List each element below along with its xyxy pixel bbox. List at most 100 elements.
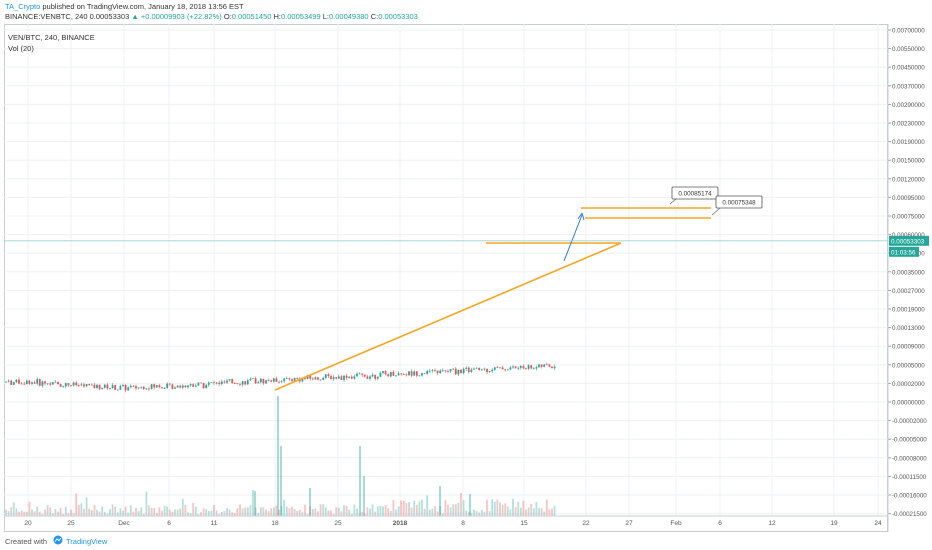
y-tick-label: -0.00021500	[892, 511, 927, 518]
open-value: 0.00051450	[231, 12, 272, 21]
volume-bar	[439, 505, 442, 516]
volume-bar	[142, 513, 145, 516]
price-axis[interactable]: 0.00700000 0.00550000 0.00450000 0.00370000…	[887, 24, 927, 532]
candle	[197, 382, 200, 386]
volume-bar	[77, 504, 80, 516]
candle	[358, 372, 361, 375]
candle	[335, 376, 338, 380]
volume-bar	[428, 509, 431, 516]
candle	[148, 386, 150, 392]
target-callout[interactable]: 0.00075348	[711, 195, 763, 216]
candle	[111, 383, 114, 389]
candle	[168, 383, 171, 386]
volume-bar	[150, 507, 153, 516]
volume-bar	[353, 504, 356, 516]
ascending-trendline[interactable]	[274, 242, 622, 391]
current-price-tag: 0.00053303	[889, 235, 929, 246]
candle	[423, 372, 426, 375]
candle	[192, 383, 195, 388]
candle	[501, 365, 504, 370]
candle	[280, 380, 283, 384]
volume-bar	[129, 505, 132, 516]
x-tick-label: 6	[167, 520, 171, 527]
candle	[470, 367, 473, 373]
volume-bar	[538, 508, 540, 516]
volume-bar	[28, 501, 31, 516]
candle	[194, 383, 197, 388]
volume-bar	[478, 512, 481, 516]
candle	[532, 366, 535, 370]
volume-bar	[376, 506, 379, 516]
candle	[317, 376, 319, 381]
candle	[10, 379, 13, 386]
volume-bar	[288, 508, 291, 516]
volume-bar	[400, 500, 403, 516]
candle	[88, 383, 91, 386]
chart-grid	[4, 24, 888, 516]
close-label: C:	[370, 12, 379, 21]
candle	[343, 374, 345, 382]
y-tick-label: 0.00190000	[892, 139, 925, 146]
volume-bar	[275, 505, 278, 516]
volume-bar	[462, 500, 465, 516]
target-callout[interactable]: 0.00085174	[669, 186, 719, 205]
volume-bar	[109, 509, 111, 516]
candle	[31, 381, 33, 386]
candle	[353, 374, 356, 380]
candle	[551, 365, 553, 369]
candle	[457, 369, 460, 376]
volume-spike	[359, 446, 361, 516]
candle	[85, 383, 88, 388]
candle	[369, 374, 371, 381]
volume-bar	[44, 509, 46, 516]
candle	[44, 381, 46, 386]
candle	[288, 377, 291, 381]
y-tick-label: 0.00009000	[892, 344, 925, 351]
volume-bar	[114, 506, 117, 516]
candle	[444, 369, 447, 373]
candle	[348, 376, 351, 379]
y-tick-label: 0.00550000	[892, 46, 925, 53]
candle	[366, 374, 369, 379]
footer: Created with TradingView	[0, 532, 932, 550]
volume-bar	[75, 493, 78, 516]
volume-bar	[436, 511, 439, 516]
candle	[213, 380, 215, 385]
volume-bar	[85, 497, 88, 516]
volume-bar	[301, 512, 304, 516]
volume-bar	[332, 513, 335, 516]
open-label: O:	[223, 12, 232, 21]
candle	[218, 380, 221, 387]
candle	[449, 369, 452, 374]
candle	[137, 387, 140, 390]
candle	[275, 376, 278, 382]
chart-drawings[interactable]: 0.00085174 0.00075348	[274, 186, 763, 391]
projection-arrow[interactable]	[563, 214, 583, 262]
x-tick-label: 25	[67, 520, 75, 527]
volume-bar	[270, 508, 273, 516]
tradingview-brand[interactable]: TradingView	[66, 537, 108, 546]
volume-bar	[330, 510, 332, 516]
volume-bar	[540, 508, 543, 516]
candle	[486, 368, 488, 375]
candle	[418, 374, 421, 377]
high-label: H:	[273, 12, 282, 21]
candle	[530, 364, 533, 370]
author-link[interactable]: TA_Crypto	[5, 2, 41, 11]
candle	[265, 380, 267, 384]
volume-bar	[551, 508, 553, 516]
candle	[426, 369, 429, 375]
candle	[236, 382, 239, 385]
volume-bars	[5, 396, 556, 516]
time-axis[interactable]: 20 25 Dec 6 11 18 25 2018 8 15 22 27 Feb 6 12 19 24	[4, 515, 888, 527]
x-tick-label: 2018	[393, 520, 408, 527]
candle	[441, 368, 444, 372]
volume-bar	[366, 507, 369, 516]
volume-spike	[254, 491, 256, 516]
volume-bar	[249, 505, 252, 516]
volume-bar	[408, 502, 410, 516]
candle	[96, 384, 98, 389]
volume-bar	[59, 507, 62, 516]
candle	[395, 375, 397, 378]
